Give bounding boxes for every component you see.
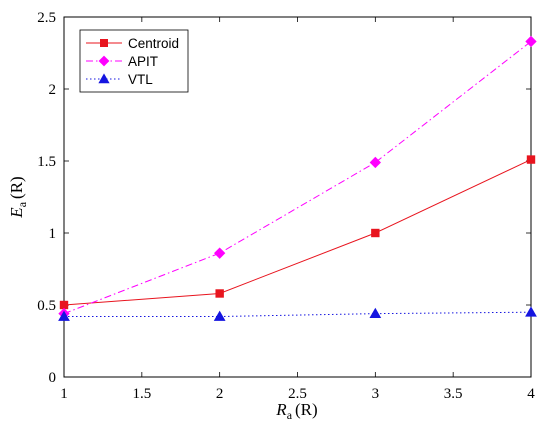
y-axis-title: Ea(R) <box>7 176 29 218</box>
series-lines <box>63 41 532 318</box>
tick-labels: 1 1.5 2 2.5 3 3.5 4 0 0.5 1 1.5 2 2.5 <box>37 10 535 402</box>
data-point-centroid <box>215 289 224 298</box>
legend-label-centroid: Centroid <box>128 36 179 51</box>
legend-label-vtl: VTL <box>128 72 153 87</box>
legend: Centroid APIT VTL <box>79 29 189 93</box>
legend-label-apit: APIT <box>128 54 158 69</box>
y-tick-label: 2 <box>49 82 57 98</box>
series-line-centroid <box>63 159 532 306</box>
series-line-vtl <box>64 311 532 318</box>
data-point-centroid <box>59 300 69 310</box>
data-point-apit <box>525 35 537 48</box>
y-tick-label: 0 <box>49 370 57 386</box>
y-tick-label: 1.5 <box>37 154 56 170</box>
ticks <box>63 16 532 378</box>
x-tick-label: 1.5 <box>132 386 151 402</box>
x-tick-label: 1 <box>60 386 68 402</box>
data-point-vtl <box>58 310 70 321</box>
legend-marker-centroid <box>100 39 108 47</box>
data-point-apit <box>213 247 226 259</box>
y-tick-label: 0.5 <box>37 298 56 314</box>
series-line-apit <box>63 41 532 315</box>
data-point-centroid <box>526 155 536 164</box>
data-point-vtl <box>525 306 537 317</box>
x-tick-label: 2.5 <box>288 386 307 402</box>
x-tick-label: 2 <box>216 386 224 402</box>
y-tick-label: 1 <box>49 226 57 242</box>
x-axis-title: Ra (R) <box>275 400 317 422</box>
data-point-apit <box>369 156 382 169</box>
legend-marker-apit <box>98 55 110 67</box>
x-tick-label: 4 <box>527 386 535 402</box>
data-point-vtl <box>213 310 226 321</box>
series-markers <box>58 35 537 321</box>
x-tick-label: 3.5 <box>444 386 463 402</box>
data-point-centroid <box>371 228 380 238</box>
legend-marker-vtl <box>98 73 110 84</box>
x-tick-label: 3 <box>372 386 380 402</box>
data-point-vtl <box>369 307 382 319</box>
y-tick-label: 2.5 <box>37 10 56 26</box>
legend-box <box>79 29 189 93</box>
